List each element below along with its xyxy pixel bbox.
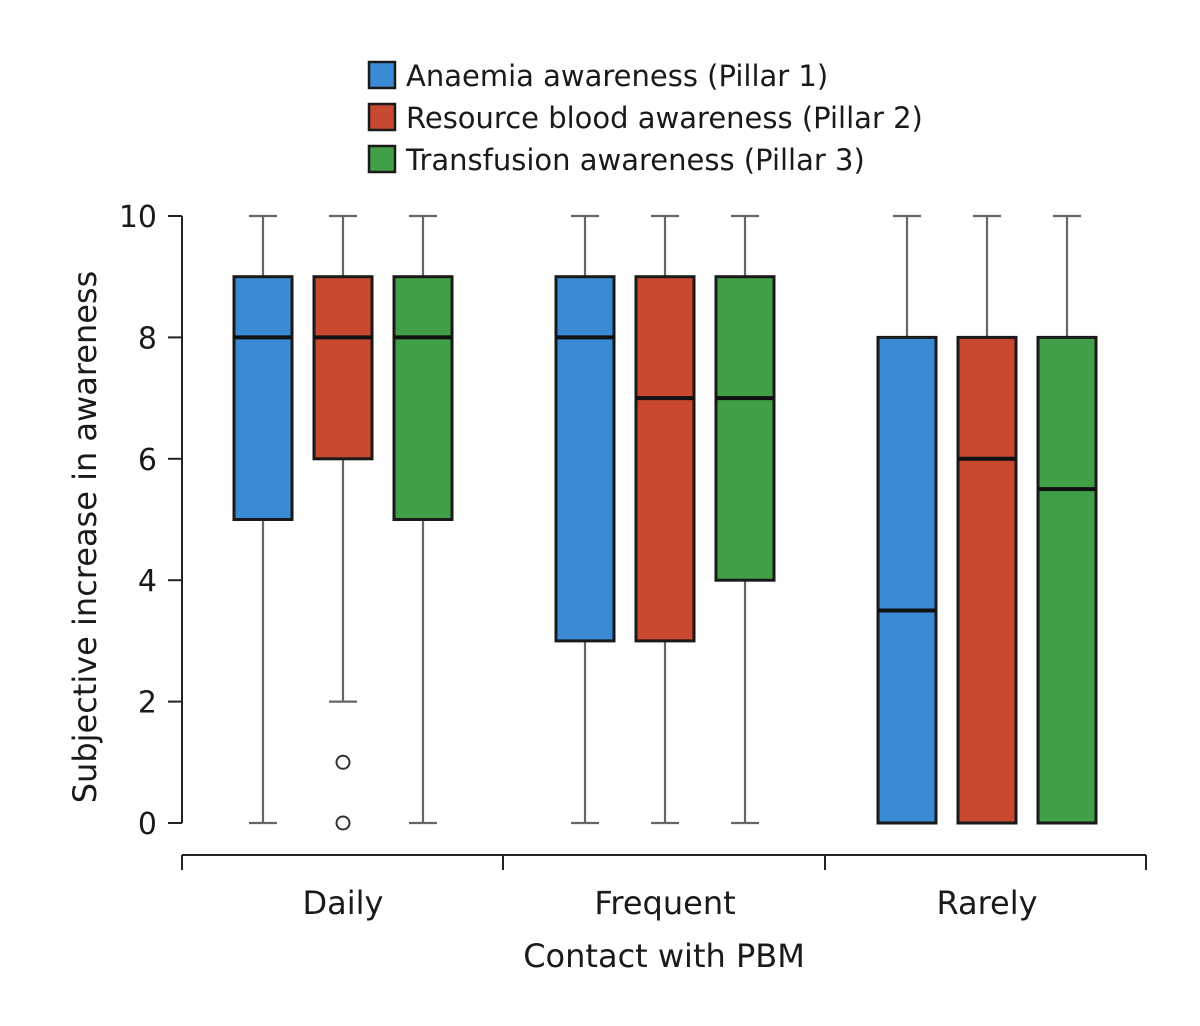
box-body — [876, 335, 938, 825]
box-body — [232, 275, 294, 522]
outlier-point — [335, 754, 351, 770]
y-axis-title: Subjective increase in awareness — [66, 271, 104, 804]
legend-label: Resource blood awareness (Pillar 2) — [406, 101, 923, 135]
legend-item: Anaemia awareness (Pillar 1) — [367, 59, 828, 93]
box-body — [312, 275, 374, 461]
legend-swatch — [367, 60, 397, 90]
box-body — [714, 275, 776, 582]
box-1-1 — [634, 214, 696, 825]
y-tick-label: 2 — [138, 686, 157, 721]
box-0-0 — [232, 214, 294, 825]
legend-item: Resource blood awareness (Pillar 2) — [367, 101, 923, 135]
box-2-0 — [392, 214, 454, 825]
outlier-point — [335, 815, 351, 831]
legend-swatch — [367, 102, 397, 132]
plot-area — [232, 214, 1098, 831]
box-2-2 — [1036, 214, 1098, 825]
y-axis: 0 2 4 6 8 10 — [119, 200, 183, 842]
x-category-label: Frequent — [594, 884, 735, 922]
box-body — [1036, 335, 1098, 825]
box-body — [634, 275, 696, 643]
legend-label: Anaemia awareness (Pillar 1) — [406, 59, 828, 93]
x-axis-title: Contact with PBM — [523, 937, 805, 975]
legend-item: Transfusion awareness (Pillar 3) — [367, 143, 865, 177]
box-body — [956, 335, 1018, 825]
legend-label: Transfusion awareness (Pillar 3) — [405, 143, 865, 177]
box-0-2 — [876, 214, 938, 825]
y-tick-label: 10 — [119, 200, 157, 235]
box-body — [392, 275, 454, 522]
x-axis: Daily Frequent Rarely — [181, 854, 1147, 922]
box-1-2 — [956, 214, 1018, 825]
box-2-1 — [714, 214, 776, 825]
box-0-1 — [554, 214, 616, 825]
legend-swatch — [367, 144, 397, 174]
y-tick-label: 6 — [138, 443, 157, 478]
y-tick-label: 8 — [138, 321, 157, 356]
x-category-label: Rarely — [936, 884, 1037, 922]
x-category-label: Daily — [303, 884, 384, 922]
y-tick-label: 0 — [138, 807, 157, 842]
y-tick-label: 4 — [138, 564, 157, 599]
box-body — [554, 275, 616, 643]
box-1-0 — [312, 214, 374, 831]
legend: Anaemia awareness (Pillar 1) Resource blo… — [367, 59, 923, 177]
